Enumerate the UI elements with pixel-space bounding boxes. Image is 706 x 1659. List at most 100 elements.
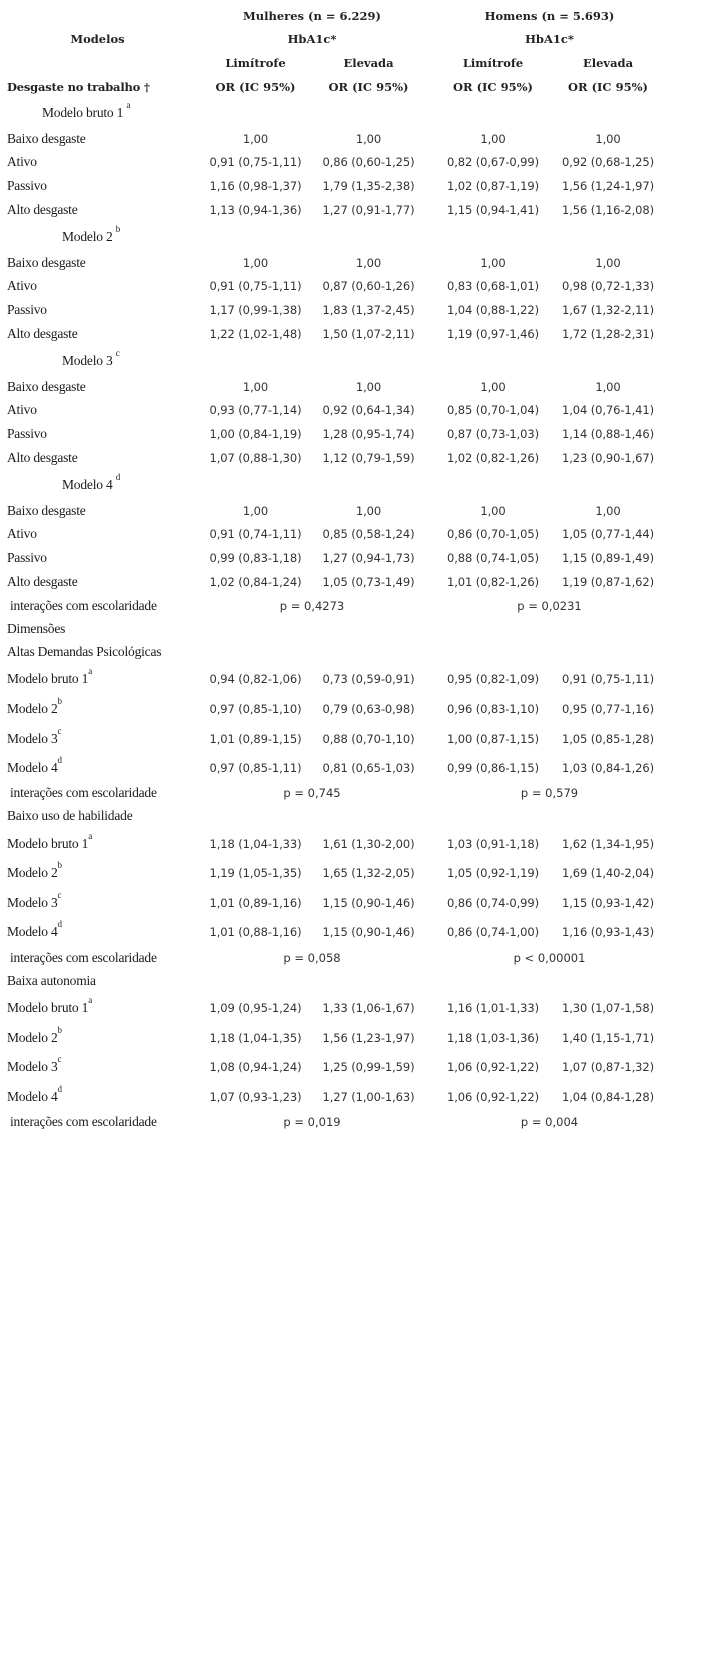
cell: 1,00 bbox=[480, 380, 506, 394]
cell: 1,04 (0,76-1,41) bbox=[562, 403, 654, 417]
row-label: Modelo bruto 1a bbox=[7, 995, 92, 1015]
cell: 0,92 (0,68-1,25) bbox=[562, 155, 654, 169]
cell: 1,15 (0,90-1,46) bbox=[322, 896, 415, 910]
model-title: Modelo bruto 1 a bbox=[42, 100, 131, 120]
cell: 0,91 (0,75-1,11) bbox=[562, 672, 654, 686]
row-label: Modelo 3c bbox=[7, 1054, 62, 1074]
cell: 1,00 bbox=[242, 256, 269, 270]
cell: 1,02 (0,87-1,19) bbox=[447, 179, 539, 193]
cell: 1,17 (0,99-1,38) bbox=[209, 303, 302, 317]
cell: 1,00 bbox=[595, 504, 621, 518]
cell: 0,88 (0,70-1,10) bbox=[322, 732, 415, 746]
cell: 0,92 (0,64-1,34) bbox=[322, 403, 415, 417]
p-value-men: p < 0,00001 bbox=[513, 951, 586, 965]
cell: 1,27 (1,00-1,63) bbox=[322, 1090, 415, 1104]
cell: 0,95 (0,77-1,16) bbox=[562, 702, 654, 716]
cell: 0,85 (0,58-1,24) bbox=[322, 527, 415, 541]
cell: 1,56 (1,23-1,97) bbox=[322, 1031, 415, 1045]
cell: 1,00 bbox=[355, 380, 382, 394]
cell: 0,97 (0,85-1,10) bbox=[209, 702, 302, 716]
header-men: Homens (n = 5.693) bbox=[484, 9, 615, 23]
cell: 1,19 (0,97-1,46) bbox=[447, 327, 539, 341]
header-elevada-men: Elevada bbox=[582, 56, 634, 70]
table-row: Baixo desgaste 1,00 1,00 1,00 1,00 bbox=[0, 500, 706, 522]
row-label: Passivo bbox=[7, 550, 47, 565]
header-row-hba1c: Modelos HbA1c* HbA1c* bbox=[0, 28, 706, 50]
table-row: Modelo bruto 1a 1,18 (1,04-1,33) 1,61 (1… bbox=[0, 831, 706, 855]
cell: 1,05 (0,77-1,44) bbox=[562, 527, 654, 541]
cell: 1,00 bbox=[595, 132, 621, 146]
cell: 1,83 (1,37-2,45) bbox=[322, 303, 415, 317]
model-title: Modelo 3 c bbox=[62, 348, 120, 368]
header-models: Modelos bbox=[70, 32, 125, 46]
cell: 1,62 (1,34-1,95) bbox=[562, 837, 654, 851]
table-row: Alto desgaste 1,13 (0,94-1,36) 1,27 (0,9… bbox=[0, 199, 706, 221]
cell: 1,79 (1,35-2,38) bbox=[322, 179, 415, 193]
cell: 1,16 (0,93-1,43) bbox=[562, 925, 654, 939]
cell: 1,01 (0,82-1,26) bbox=[447, 575, 539, 589]
cell: 0,95 (0,82-1,09) bbox=[447, 672, 539, 686]
cell: 0,97 (0,85-1,11) bbox=[209, 761, 302, 775]
cell: 1,18 (1,04-1,35) bbox=[209, 1031, 302, 1045]
cell: 1,03 (0,91-1,18) bbox=[447, 837, 539, 851]
header-or-4: OR (IC 95%) bbox=[568, 80, 648, 94]
row-label: Alto desgaste bbox=[7, 450, 78, 465]
model-title-row: Modelo 2 b bbox=[0, 224, 706, 248]
cell: 1,30 (1,07-1,58) bbox=[562, 1001, 654, 1015]
cell: 1,19 (0,87-1,62) bbox=[562, 575, 654, 589]
header-or-2: OR (IC 95%) bbox=[328, 80, 409, 94]
cell: 1,14 (0,88-1,46) bbox=[562, 427, 654, 441]
row-label: Modelo bruto 1a bbox=[7, 666, 92, 686]
table-row: Modelo bruto 1a 1,09 (0,95-1,24) 1,33 (1… bbox=[0, 995, 706, 1019]
table-row: Baixo desgaste 1,00 1,00 1,00 1,00 bbox=[0, 252, 706, 274]
interaction-row: interações com escolaridade p = 0,4273 p… bbox=[0, 595, 706, 617]
p-value-women: p = 0,4273 bbox=[279, 599, 345, 613]
cell: 1,15 (0,93-1,42) bbox=[562, 896, 654, 910]
cell: 1,07 (0,88-1,30) bbox=[209, 451, 302, 465]
cell: 1,65 (1,32-2,05) bbox=[322, 866, 415, 880]
header-row-groups: Mulheres (n = 6.229) Homens (n = 5.693) bbox=[0, 5, 706, 27]
interaction-label: interações com escolaridade bbox=[10, 598, 157, 613]
cell: 1,27 (0,91-1,77) bbox=[322, 203, 415, 217]
cell: 1,06 (0,92-1,22) bbox=[447, 1090, 539, 1104]
cell: 1,16 (0,98-1,37) bbox=[209, 179, 302, 193]
cell: 1,15 (0,89-1,49) bbox=[562, 551, 654, 565]
cell: 1,05 (0,73-1,49) bbox=[322, 575, 415, 589]
cell: 0,86 (0,74-1,00) bbox=[447, 925, 539, 939]
cell: 0,91 (0,74-1,11) bbox=[209, 527, 302, 541]
cell: 0,87 (0,73-1,03) bbox=[447, 427, 539, 441]
cell: 0,87 (0,60-1,26) bbox=[322, 279, 415, 293]
cell: 0,73 (0,59-0,91) bbox=[322, 672, 415, 686]
interaction-label: interações com escolaridade bbox=[10, 785, 157, 800]
cell: 1,00 bbox=[242, 132, 269, 146]
table-row: Alto desgaste 1,07 (0,88-1,30) 1,12 (0,7… bbox=[0, 447, 706, 469]
cell: 1,00 (0,84-1,19) bbox=[209, 427, 302, 441]
cell: 1,72 (1,28-2,31) bbox=[562, 327, 654, 341]
row-label: Baixo desgaste bbox=[7, 255, 86, 270]
cell: 1,04 (0,88-1,22) bbox=[447, 303, 539, 317]
row-label: Modelo 2b bbox=[7, 860, 62, 880]
row-label: Alto desgaste bbox=[7, 574, 78, 589]
cell: 0,94 (0,82-1,06) bbox=[209, 672, 302, 686]
cell: 0,93 (0,77-1,14) bbox=[209, 403, 302, 417]
table-row: Passivo 1,17 (0,99-1,38) 1,83 (1,37-2,45… bbox=[0, 299, 706, 321]
cell: 1,00 bbox=[480, 504, 506, 518]
cell: 1,00 bbox=[355, 256, 382, 270]
dimension-title-row: Baixa autonomia bbox=[0, 970, 706, 992]
cell: 1,19 (1,05-1,35) bbox=[209, 866, 302, 880]
row-label: Ativo bbox=[7, 402, 37, 417]
cell: 1,00 bbox=[355, 504, 382, 518]
section-title: Dimensões bbox=[7, 621, 66, 636]
cell: 1,00 bbox=[242, 380, 269, 394]
cell: 1,00 bbox=[480, 256, 506, 270]
header-limitrofe-women: Limítrofe bbox=[225, 56, 286, 70]
cell: 1,00 bbox=[242, 504, 269, 518]
cell: 1,07 (0,93-1,23) bbox=[209, 1090, 302, 1104]
cell: 1,28 (0,95-1,74) bbox=[322, 427, 415, 441]
table-row: Modelo 2b 0,97 (0,85-1,10) 0,79 (0,63-0,… bbox=[0, 696, 706, 720]
row-label: Alto desgaste bbox=[7, 202, 78, 217]
cell: 0,81 (0,65-1,03) bbox=[322, 761, 415, 775]
cell: 0,99 (0,83-1,18) bbox=[209, 551, 302, 565]
cell: 1,00 bbox=[595, 256, 621, 270]
cell: 0,86 (0,70-1,05) bbox=[447, 527, 539, 541]
